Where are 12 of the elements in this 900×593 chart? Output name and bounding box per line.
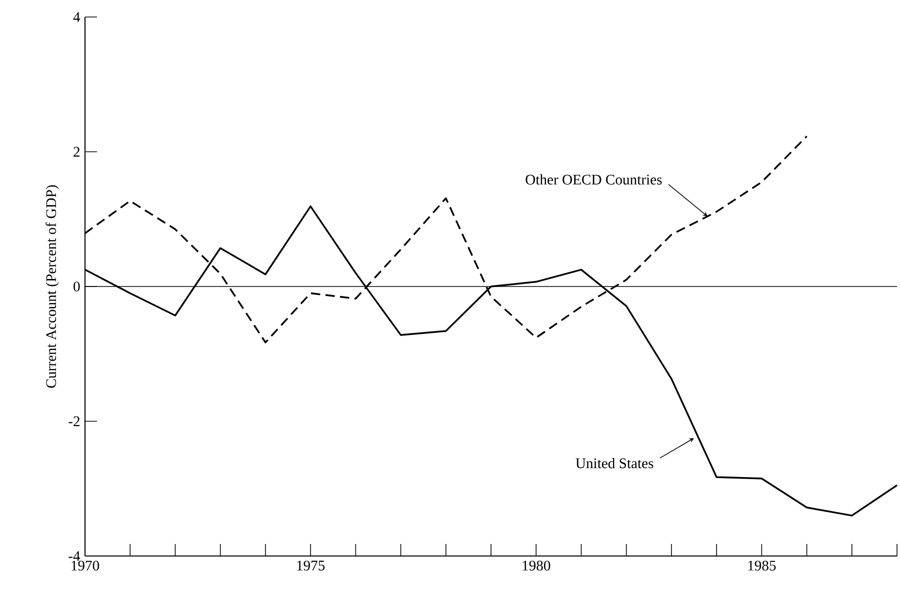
x-tick-label: 1970	[72, 560, 100, 571]
y-tick-label: 0	[74, 282, 80, 292]
y-axis-title: Current Account (Percent of GDP)	[46, 185, 60, 388]
annotation: Other OECD Countries	[526, 174, 662, 185]
annotation: United States	[576, 458, 654, 468]
x-tick-label: 1985	[748, 560, 776, 571]
y-tick-label: -2	[68, 416, 80, 426]
x-tick-label: 1975	[297, 560, 325, 571]
y-tick-label: 4	[73, 12, 80, 22]
y-tick-label: 2	[74, 146, 80, 157]
y-tick-label: -4	[68, 551, 80, 561]
x-tick-label: 1980	[522, 560, 550, 571]
